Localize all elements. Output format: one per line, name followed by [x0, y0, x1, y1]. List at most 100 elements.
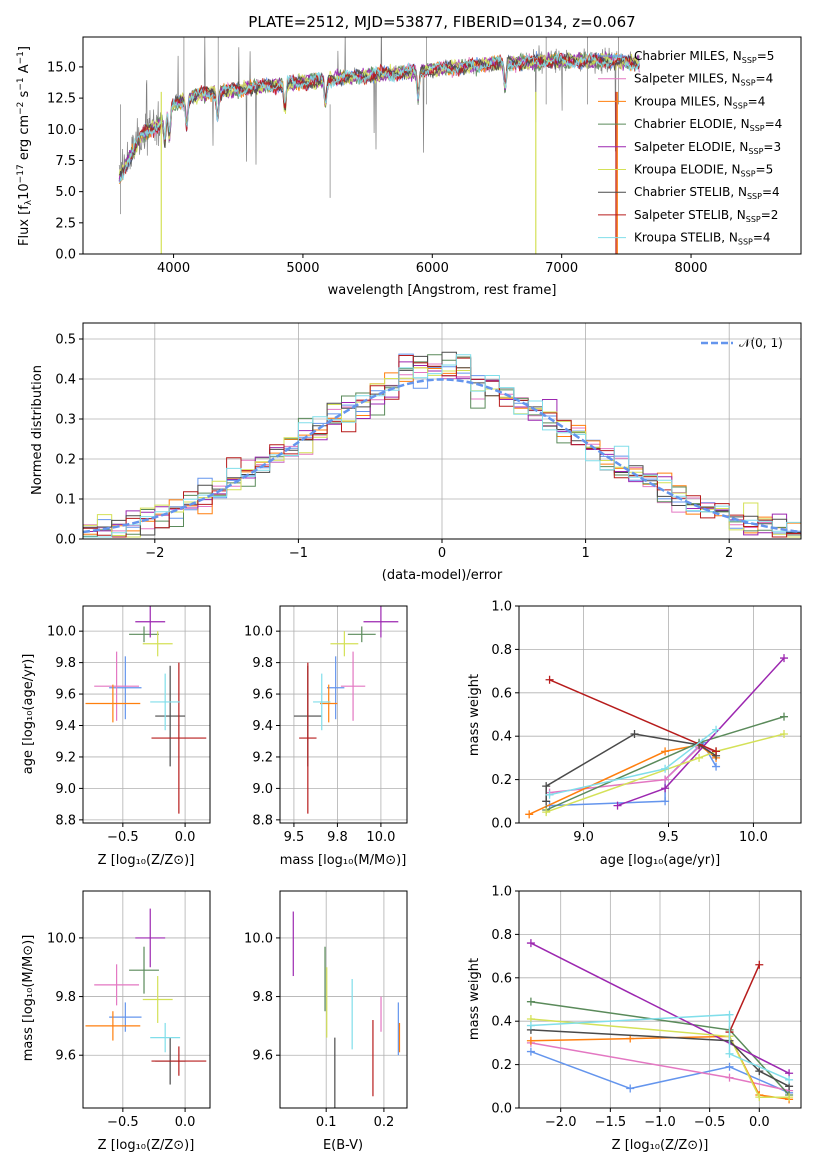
residual-ylabel: Normed distribution — [30, 365, 45, 495]
y-tick-label: 0.4 — [491, 730, 512, 745]
residual-xlabel: (data-model)/error — [382, 568, 503, 583]
z-mass-xlabel: Z [log₁₀(Z/Z⊙)] — [98, 1138, 195, 1153]
weight-marker-1 — [661, 797, 670, 806]
y-tick-label: 9.8 — [252, 990, 273, 1005]
residual-histograms — [83, 351, 801, 538]
x-tick-label: 9.8 — [327, 830, 348, 845]
weight-marker-9 — [725, 1049, 734, 1058]
legend-label-4: Chabrier ELODIE, NSSP=4 — [634, 117, 782, 133]
model-line-9 — [118, 51, 640, 183]
y-tick-label: 0.2 — [491, 773, 512, 788]
weight-marker-7 — [755, 1067, 764, 1076]
y-tick-label: 10.0 — [47, 625, 76, 640]
y-tick-label: 0.5 — [55, 333, 76, 348]
x-tick-label: −1.0 — [644, 1115, 676, 1130]
y-tick-label: 0.0 — [55, 533, 76, 548]
legend-label-1: Chabrier MILES, NSSP=5 — [634, 49, 774, 65]
x-tick-label: 2 — [725, 546, 733, 561]
x-tick-label: 7000 — [545, 261, 578, 276]
x-tick-label: 9.0 — [573, 830, 594, 845]
y-tick-label: 0.4 — [491, 1015, 512, 1030]
weight-marker-6 — [780, 730, 789, 739]
legend-label-7: Chabrier STELIB, NSSP=4 — [634, 185, 780, 201]
legend-label-5: Salpeter ELODIE, NSSP=3 — [634, 140, 781, 156]
y-tick-label: 9.8 — [55, 656, 76, 671]
mass-age-panel: mass [log₁₀(M/M⊙)] 9.5 9.8 10.0 8.8 9.0 9.2 9.… — [244, 605, 408, 868]
y-tick-label: 0.0 — [491, 817, 512, 832]
y-tick-label: 9.0 — [252, 782, 273, 797]
weight-line-8 — [728, 964, 760, 1033]
weight-marker-7 — [542, 782, 551, 791]
y-tick-label: 10.0 — [47, 123, 76, 138]
weight-marker-9 — [725, 1010, 734, 1019]
x-tick-label: 9.5 — [284, 830, 305, 845]
ebv-mass-xlabel: E(B-V) — [323, 1138, 363, 1153]
z-mass-panel: Z [log₁₀(Z/Z⊙)] mass [log₁₀(M/M⊙)] −0.5 0… — [21, 890, 211, 1153]
axes-frame — [518, 605, 802, 824]
weight-marker-7 — [542, 797, 551, 806]
y-tick-label: 0.2 — [491, 1058, 512, 1073]
spectrum-panel: wavelength [Angstrom, rest frame] Flux [… — [16, 36, 802, 298]
z-age-panel: Z [log₁₀(Z/Z⊙)] age [log₁₀(age/yr)] −0.5… — [21, 605, 211, 868]
x-tick-label: 0 — [438, 546, 446, 561]
x-tick-label: 8000 — [674, 261, 707, 276]
z-mass-ylabel: mass [log₁₀(M/M⊙)] — [21, 935, 36, 1062]
y-tick-label: 9.6 — [252, 688, 273, 703]
y-tick-label: 12.5 — [47, 92, 76, 107]
y-tick-label: 10.0 — [244, 931, 273, 946]
y-tick-label: 10.0 — [244, 625, 273, 640]
y-tick-label: 9.4 — [55, 719, 76, 734]
axes-frame — [518, 890, 802, 1109]
legend-label-9: Kroupa STELIB, NSSP=4 — [634, 231, 771, 247]
weight-marker-6 — [785, 1093, 794, 1102]
x-tick-label: −1.5 — [595, 1115, 627, 1130]
y-tick-label: 2.5 — [55, 216, 76, 231]
x-tick-label: 0.0 — [749, 1115, 770, 1130]
weight-line-1 — [549, 741, 717, 807]
y-tick-label: 0.0 — [491, 1102, 512, 1117]
residual-histogram-9 — [83, 354, 801, 538]
y-tick-label: 1.0 — [491, 885, 512, 900]
weight-marker-4 — [780, 712, 789, 721]
weight-line-3 — [528, 744, 717, 815]
y-tick-label: 0.6 — [491, 686, 512, 701]
weight-marker-5 — [526, 939, 535, 948]
y-tick-label: 0.0 — [55, 248, 76, 263]
weight-marker-6 — [755, 1093, 764, 1102]
weight-marker-5 — [613, 801, 622, 810]
x-tick-label: −0.5 — [694, 1115, 726, 1130]
x-tick-label: −2 — [145, 546, 164, 561]
y-tick-label: 9.6 — [252, 1049, 273, 1064]
y-tick-label: 0.3 — [55, 413, 76, 428]
weight-line-5 — [530, 942, 790, 1074]
axes-frame — [82, 322, 802, 540]
x-tick-label: −2.0 — [545, 1115, 577, 1130]
weight-z-xlabel: Z [log₁₀(Z/Z⊙)] — [612, 1138, 709, 1153]
y-tick-label: 0.2 — [55, 453, 76, 468]
y-tick-label: 9.2 — [252, 750, 273, 765]
x-tick-label: 6000 — [416, 261, 449, 276]
x-tick-label: 10.0 — [739, 830, 768, 845]
weight-marker-8 — [755, 960, 764, 969]
axes-frame — [82, 605, 211, 824]
weight-marker-3 — [526, 1036, 535, 1045]
weight-line-7 — [530, 1029, 790, 1087]
weight-line-1 — [530, 1050, 790, 1094]
spectrum-lines — [118, 37, 640, 254]
weight-marker-5 — [780, 654, 789, 663]
residual-panel: (data-model)/error Normed distribution 𝒩… — [30, 322, 802, 583]
y-tick-label: 9.8 — [55, 990, 76, 1005]
y-tick-label: 0.8 — [491, 928, 512, 943]
legend-label-8: Salpeter STELIB, NSSP=2 — [634, 208, 778, 224]
y-tick-label: 9.6 — [55, 1049, 76, 1064]
weight-marker-9 — [545, 790, 554, 799]
y-tick-label: 9.4 — [252, 719, 273, 734]
weight-marker-6 — [695, 753, 704, 762]
legend-label-6: Kroupa ELODIE, NSSP=5 — [634, 163, 773, 179]
weight-marker-9 — [712, 725, 721, 734]
legend-label-3: Kroupa MILES, NSSP=4 — [634, 94, 765, 110]
y-tick-label: 0.1 — [55, 493, 76, 508]
axes-frame — [279, 605, 408, 824]
weight-marker-1 — [725, 1062, 734, 1071]
y-tick-label: 1.0 — [491, 600, 512, 615]
